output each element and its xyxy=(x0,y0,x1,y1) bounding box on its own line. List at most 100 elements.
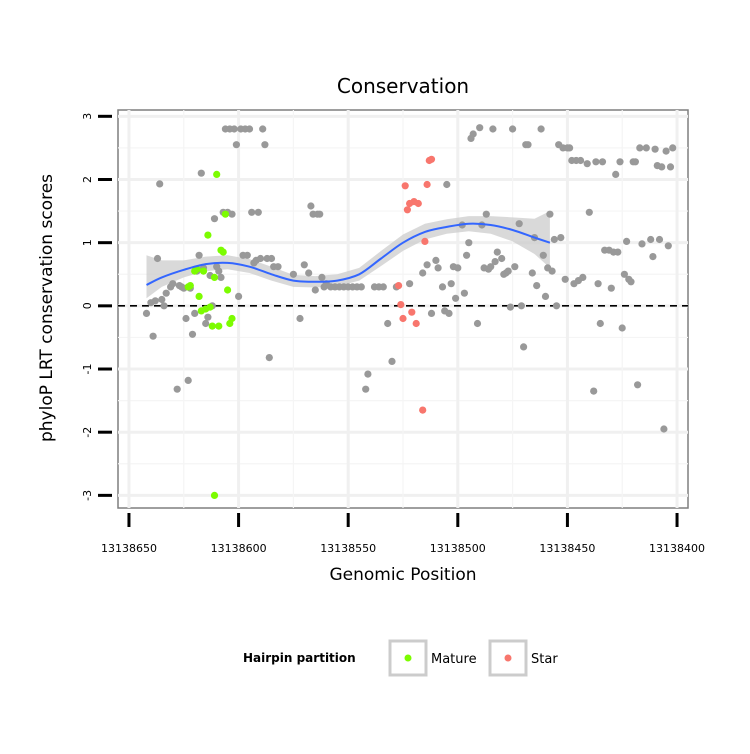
point-other xyxy=(666,163,675,171)
point-other xyxy=(583,160,591,168)
point-star xyxy=(427,155,436,163)
point-other xyxy=(454,264,462,272)
axes: -3 -2 -1 0 1 2 3 13138650 13138600 13138550 131385… xyxy=(81,113,705,555)
point-other xyxy=(245,125,254,133)
point-other xyxy=(607,284,615,292)
x-tick-label: 13138650 xyxy=(101,542,157,555)
point-other xyxy=(156,180,164,188)
point-other xyxy=(498,254,506,263)
point-other xyxy=(561,275,569,283)
smooth-line xyxy=(146,222,551,286)
point-star xyxy=(412,319,420,328)
x-tick-label: 13138450 xyxy=(539,542,595,555)
point-mature xyxy=(208,322,216,330)
point-other xyxy=(651,145,659,153)
point-other xyxy=(195,251,203,259)
point-star xyxy=(403,206,411,214)
legend-label-mature: Mature xyxy=(431,652,477,667)
point-other xyxy=(539,251,547,259)
point-other xyxy=(289,270,297,278)
point-mature xyxy=(221,210,229,218)
point-other xyxy=(669,144,677,152)
point-other xyxy=(210,215,219,223)
point-other xyxy=(594,280,602,288)
y-tick-label: -2 xyxy=(81,427,94,438)
point-other xyxy=(627,278,635,286)
point-other xyxy=(142,309,151,317)
point-mature xyxy=(199,267,208,275)
point-other xyxy=(616,158,624,166)
point-mature xyxy=(210,273,219,281)
point-other xyxy=(463,251,471,259)
x-tick-label: 13138600 xyxy=(211,542,267,555)
point-other xyxy=(265,354,273,362)
point-other xyxy=(511,263,519,271)
point-other xyxy=(432,256,440,264)
point-other xyxy=(248,208,256,216)
point-other xyxy=(473,319,482,328)
point-other xyxy=(230,125,238,133)
point-mature xyxy=(206,303,214,311)
point-other xyxy=(592,158,600,166)
point-other xyxy=(182,314,190,323)
point-other xyxy=(197,169,205,177)
point-other xyxy=(638,240,646,248)
point-mature xyxy=(204,231,212,239)
point-other xyxy=(524,141,532,149)
y-tick-label: -1 xyxy=(81,364,94,375)
point-other xyxy=(596,319,604,328)
point-star xyxy=(397,301,405,309)
point-other xyxy=(173,385,181,393)
point-other xyxy=(623,237,631,245)
point-other xyxy=(151,297,159,305)
point-other xyxy=(202,319,210,328)
point-other xyxy=(162,289,170,297)
point-other xyxy=(447,280,455,288)
y-tick-label: 3 xyxy=(81,113,94,120)
point-other xyxy=(489,125,497,133)
point-other xyxy=(311,286,319,294)
point-mature xyxy=(186,282,194,290)
point-other xyxy=(533,282,541,290)
point-other xyxy=(296,314,304,323)
point-other xyxy=(256,254,265,263)
point-other xyxy=(520,343,528,351)
y-tick-label: -3 xyxy=(81,490,94,501)
point-other xyxy=(469,130,477,138)
point-star xyxy=(419,406,427,414)
point-other xyxy=(153,254,162,263)
legend: Hairpin partition Mature Star xyxy=(243,639,558,677)
point-mature xyxy=(228,314,236,323)
point-other xyxy=(379,283,387,291)
point-other xyxy=(357,283,365,291)
point-other xyxy=(364,370,372,378)
point-other xyxy=(552,302,561,310)
chart-title: Conservation xyxy=(337,74,469,98)
point-other xyxy=(158,295,166,304)
point-other xyxy=(169,280,177,288)
point-other xyxy=(406,280,414,288)
point-other xyxy=(204,313,212,321)
legend-key-star xyxy=(504,654,512,662)
point-other xyxy=(215,267,223,275)
point-star xyxy=(399,314,407,323)
point-other xyxy=(557,234,565,242)
point-mature xyxy=(215,322,223,330)
point-mature xyxy=(224,286,232,294)
point-other xyxy=(318,273,326,281)
x-tick-label: 13138550 xyxy=(320,542,376,555)
point-other xyxy=(476,124,484,132)
point-other xyxy=(243,251,251,259)
point-other xyxy=(515,220,523,228)
point-mature xyxy=(210,491,219,499)
point-other xyxy=(614,248,622,256)
point-other xyxy=(232,141,240,149)
point-other xyxy=(548,267,556,275)
point-other xyxy=(504,267,512,275)
point-other xyxy=(188,330,197,338)
point-other xyxy=(493,248,501,256)
point-other xyxy=(658,163,666,171)
point-other xyxy=(362,385,370,393)
point-other xyxy=(649,253,657,261)
